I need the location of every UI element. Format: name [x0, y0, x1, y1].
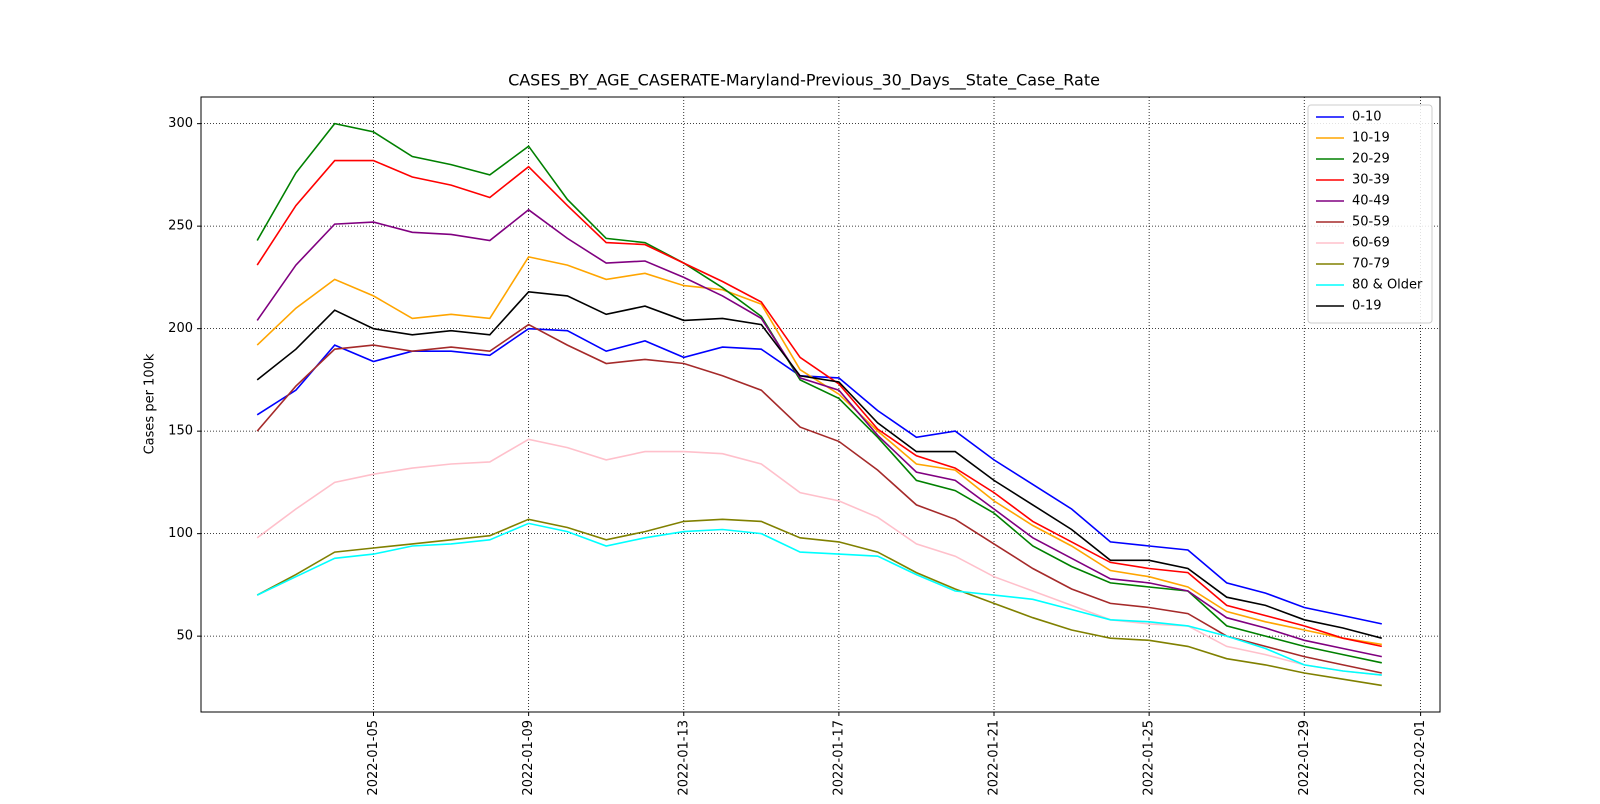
legend-label: 20-29 [1352, 152, 1390, 167]
y-tick-label: 150 [168, 424, 193, 439]
y-axis-label: Cases per 100k [143, 353, 158, 454]
legend-label: 10-19 [1352, 131, 1390, 146]
series-line [256, 256, 1382, 646]
series-line [256, 208, 1382, 658]
y-tick-label: 200 [168, 321, 193, 336]
x-tick-label: 2022-01-13 [676, 720, 691, 796]
legend-label: 70-79 [1352, 257, 1390, 272]
x-tick-label: 2022-01-21 [987, 720, 1002, 796]
y-tick-label: 250 [168, 219, 193, 234]
legend-label: 80 & Older [1352, 278, 1423, 293]
legend-label: 50-59 [1352, 215, 1390, 230]
series-line [256, 438, 1382, 676]
legend-label: 0-10 [1352, 110, 1382, 125]
x-tick-label: 2022-01-29 [1297, 720, 1312, 796]
y-tick-label: 50 [176, 629, 193, 644]
series-line [256, 159, 1382, 648]
x-tick-label: 2022-01-09 [521, 720, 536, 796]
plot-frame [200, 96, 1441, 713]
series-line [256, 323, 1382, 674]
series-line [256, 327, 1382, 625]
x-tick-label: 2022-01-17 [831, 720, 846, 796]
y-tick-label: 300 [168, 116, 193, 131]
x-tick-label: 2022-01-05 [366, 720, 381, 796]
x-tick-label: 2022-01-25 [1142, 720, 1157, 796]
y-tick-label: 100 [168, 526, 193, 541]
series-line [256, 522, 1382, 676]
legend-label: 0-19 [1352, 299, 1382, 314]
series-line [256, 122, 1382, 664]
legend-label: 30-39 [1352, 173, 1390, 188]
series-line [256, 518, 1382, 687]
series-line [256, 290, 1383, 639]
x-tick-label: 2022-02-01 [1413, 720, 1428, 796]
chart-title: CASES_BY_AGE_CASERATE-Maryland-Previous_… [508, 71, 1100, 91]
legend-label: 40-49 [1352, 194, 1390, 209]
legend-label: 60-69 [1352, 236, 1390, 251]
